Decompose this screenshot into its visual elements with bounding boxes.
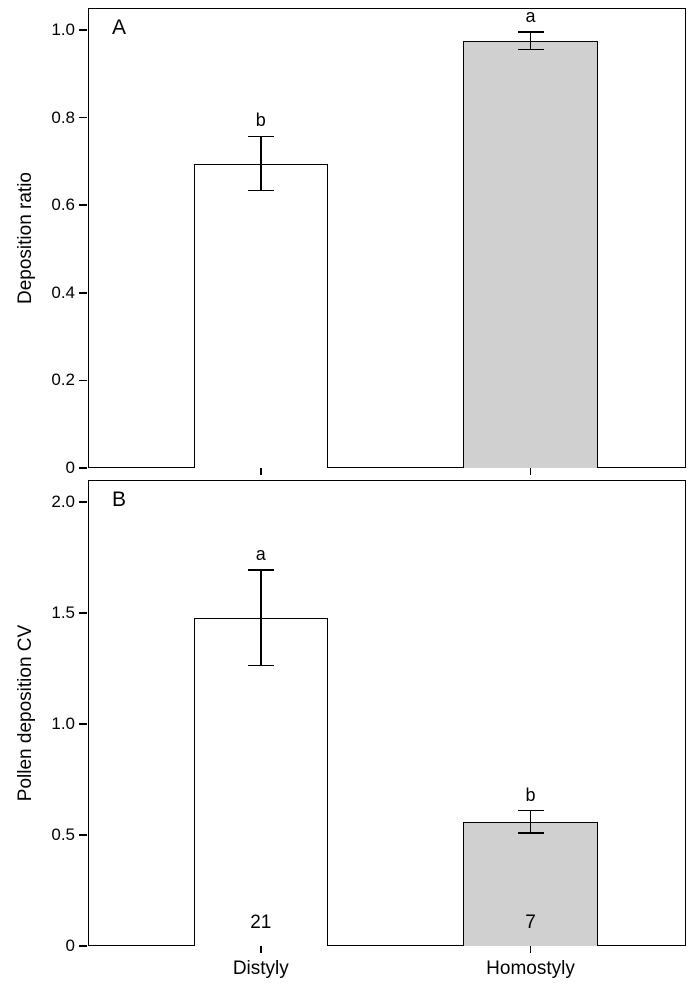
error-bar-distyly [260,136,262,191]
panel-b-pollen-deposition-cv: B 0 0.5 1.0 1.5 2.0 Pollen deposition CV a 21 Dis… [15,480,686,979]
y-tick-label: 0 [65,936,75,955]
sample-size-distyly: 21 [250,912,272,933]
error-bar-homostyly [529,810,532,833]
error-bar-cap-top-distyly [247,569,274,571]
significance-letter-distyly: a [255,543,266,564]
error-bar-cap-bottom-homostyly [517,832,544,834]
error-bar-homostyly [529,32,532,50]
y-tick-label: 1.5 [51,603,75,623]
panel-label: B [112,488,127,511]
panel-label: A [112,16,127,39]
x-tick-mark-homostyly [529,946,532,953]
y-tick-mark [79,29,87,31]
bar-distyly [193,617,329,946]
bar-homostyly [463,821,598,946]
y-tick-label: 0 [65,458,75,477]
error-bar-cap-bottom-distyly [247,189,274,192]
y-axis-title: Pollen deposition CV [15,624,36,802]
x-axis-label-homostyly: Homostyly [486,958,575,979]
x-axis-label-distyly: Distyly [232,958,289,979]
error-bar-cap-bottom-distyly [247,664,274,667]
y-tick-mark [79,723,87,725]
error-bar-cap-top-homostyly [517,31,544,33]
y-tick-label: 1.0 [51,19,75,39]
bar-distyly [193,163,329,468]
x-tick-mark-distyly [260,468,262,475]
error-bar-cap-bottom-homostyly [517,48,544,51]
y-tick-mark [79,379,87,382]
x-tick-mark-distyly [260,946,262,953]
y-tick-label: 1.0 [51,714,75,734]
panel-a-deposition-ratio: A 0 0.2 0.4 0.6 0.8 1.0 Deposition ratio b a [15,6,686,477]
x-tick-mark-homostyly [529,468,532,475]
y-tick-label: 0.6 [51,195,75,215]
error-bar-cap-top-homostyly [517,809,544,812]
significance-letter-homostyly: a [525,6,536,27]
y-tick-mark [79,945,87,947]
y-tick-mark [79,612,87,614]
y-tick-label: 0.8 [51,107,75,127]
significance-letter-homostyly: b [525,784,536,805]
y-tick-mark [79,116,87,119]
error-bar-cap-top-distyly [247,135,274,138]
y-tick-mark [79,834,87,836]
bar-homostyly [463,40,598,468]
y-tick-mark [79,292,87,294]
y-tick-label: 2.0 [51,492,75,512]
y-tick-mark [79,204,87,206]
y-axis-title: Deposition ratio [15,171,36,305]
error-bar-distyly [260,569,262,666]
sample-size-homostyly: 7 [525,912,536,933]
y-tick-label: 0.4 [51,282,75,302]
y-tick-label: 0.5 [51,825,75,845]
significance-letter-distyly: b [255,110,266,131]
y-tick-mark [79,501,87,503]
y-tick-mark [79,467,87,469]
y-tick-label: 0.2 [51,370,75,390]
